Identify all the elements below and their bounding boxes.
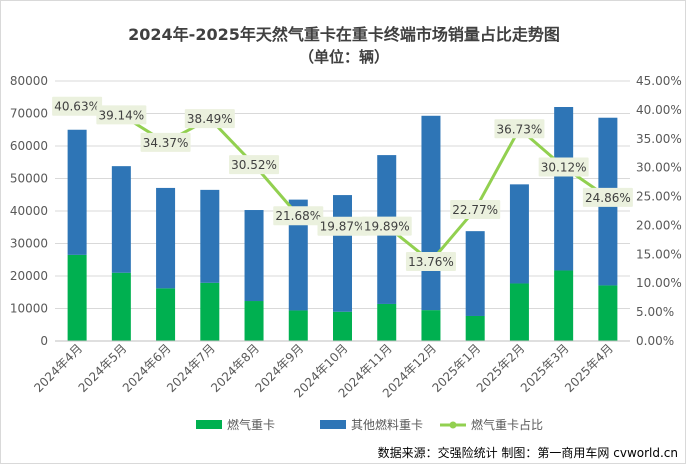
y-right-tick-label: 5.00% [636, 305, 674, 319]
share-data-label-box [273, 206, 324, 226]
bar-gas-truck [288, 310, 308, 341]
bar-gas-truck [377, 303, 397, 341]
y-right-tick-label: 10.00% [636, 276, 682, 290]
y-left-tick-label: 20000 [10, 269, 48, 283]
bar-gas-truck [244, 301, 264, 341]
share-data-label: 19.87% [320, 220, 366, 234]
bar-other-fuel-truck [554, 107, 574, 271]
legend-swatch-share-marker [449, 421, 457, 429]
bar-gas-truck [333, 311, 352, 341]
y-left-tick-label: 50000 [10, 172, 48, 186]
data-source-note: 数据来源：交强险统计 制图：第一商用车网 cvworld.cn [377, 446, 678, 460]
y-left-tick-label: 40000 [10, 204, 48, 218]
y-left-tick-label: 70000 [10, 107, 48, 121]
y-left-tick-label: 10000 [10, 302, 48, 316]
legend-label-gas-truck: 燃气重卡 [227, 417, 275, 432]
share-data-label: 30.52% [231, 158, 277, 172]
chart-subtitle: （单位：辆） [298, 48, 389, 66]
y-right-tick-label: 25.00% [636, 190, 682, 204]
share-data-label: 13.76% [408, 255, 454, 269]
share-data-label: 39.14% [98, 108, 144, 122]
y-left-tick-label: 80000 [10, 74, 48, 88]
bar-gas-truck [67, 254, 87, 341]
share-data-label: 34.37% [143, 136, 189, 150]
bar-other-fuel-truck [67, 129, 87, 255]
share-data-label: 24.86% [585, 191, 631, 205]
share-data-label-box [405, 251, 456, 271]
bar-other-fuel-truck [421, 115, 441, 311]
y-right-tick-label: 0.00% [636, 334, 674, 348]
share-data-label-box [317, 216, 368, 236]
share-data-label-box [52, 96, 103, 116]
y-right-tick-label: 40.00% [636, 103, 682, 117]
bar-other-fuel-truck [244, 210, 264, 302]
legend-swatch-other-fuel-truck [320, 420, 346, 429]
share-data-label: 30.12% [541, 160, 587, 174]
bar-other-fuel-truck [200, 189, 220, 283]
share-data-label: 40.63% [54, 100, 100, 114]
bar-other-fuel-truck [333, 195, 352, 312]
share-data-label-box [450, 199, 501, 219]
share-data-label: 36.73% [497, 122, 543, 136]
share-data-label-box [184, 109, 235, 129]
share-data-label-box [538, 157, 589, 177]
bar-gas-truck [554, 270, 574, 341]
share-data-label-box [140, 132, 191, 152]
y-left-tick-label: 30000 [10, 237, 48, 251]
bar-gas-truck [421, 310, 441, 341]
bar-gas-truck [465, 315, 485, 341]
y-left-tick-label: 0 [40, 334, 48, 348]
legend-label-share: 燃气重卡占比 [471, 417, 543, 432]
share-data-label-box [494, 119, 545, 139]
y-right-tick-label: 30.00% [636, 161, 682, 175]
share-data-label: 22.77% [452, 203, 498, 217]
bar-other-fuel-truck [111, 166, 131, 273]
chart-title: 2024年-2025年天然气重卡在重卡终端市场销量占比走势图 [128, 25, 560, 44]
title-block: 2024年-2025年天然气重卡在重卡终端市场销量占比走势图 （单位：辆） [0, 24, 688, 68]
y-right-tick-label: 20.00% [636, 218, 682, 232]
legend-swatch-gas-truck [196, 420, 222, 429]
bar-gas-truck [200, 282, 220, 341]
bar-other-fuel-truck [156, 187, 176, 289]
share-data-label-box [582, 187, 633, 207]
share-data-label-box [96, 105, 147, 125]
bar-other-fuel-truck [465, 231, 485, 316]
bar-gas-truck [598, 285, 618, 341]
share-data-label-box [361, 216, 412, 236]
share-data-label: 38.49% [187, 112, 233, 126]
y-right-tick-label: 15.00% [636, 247, 682, 261]
x-tick-label: 2025年4月 [562, 341, 616, 395]
share-data-label: 19.89% [364, 220, 410, 234]
y-right-tick-label: 45.00% [636, 74, 682, 88]
bar-other-fuel-truck [509, 184, 529, 284]
bar-gas-truck [509, 283, 529, 341]
y-right-tick-label: 35.00% [636, 132, 682, 146]
y-left-tick-label: 60000 [10, 139, 48, 153]
bar-gas-truck [111, 272, 131, 341]
share-data-label-box [229, 155, 280, 175]
bar-other-fuel-truck [288, 199, 308, 311]
bar-gas-truck [156, 288, 176, 341]
share-data-label: 21.68% [275, 209, 321, 223]
legend-label-other-fuel-truck: 其他燃料重卡 [351, 417, 423, 432]
